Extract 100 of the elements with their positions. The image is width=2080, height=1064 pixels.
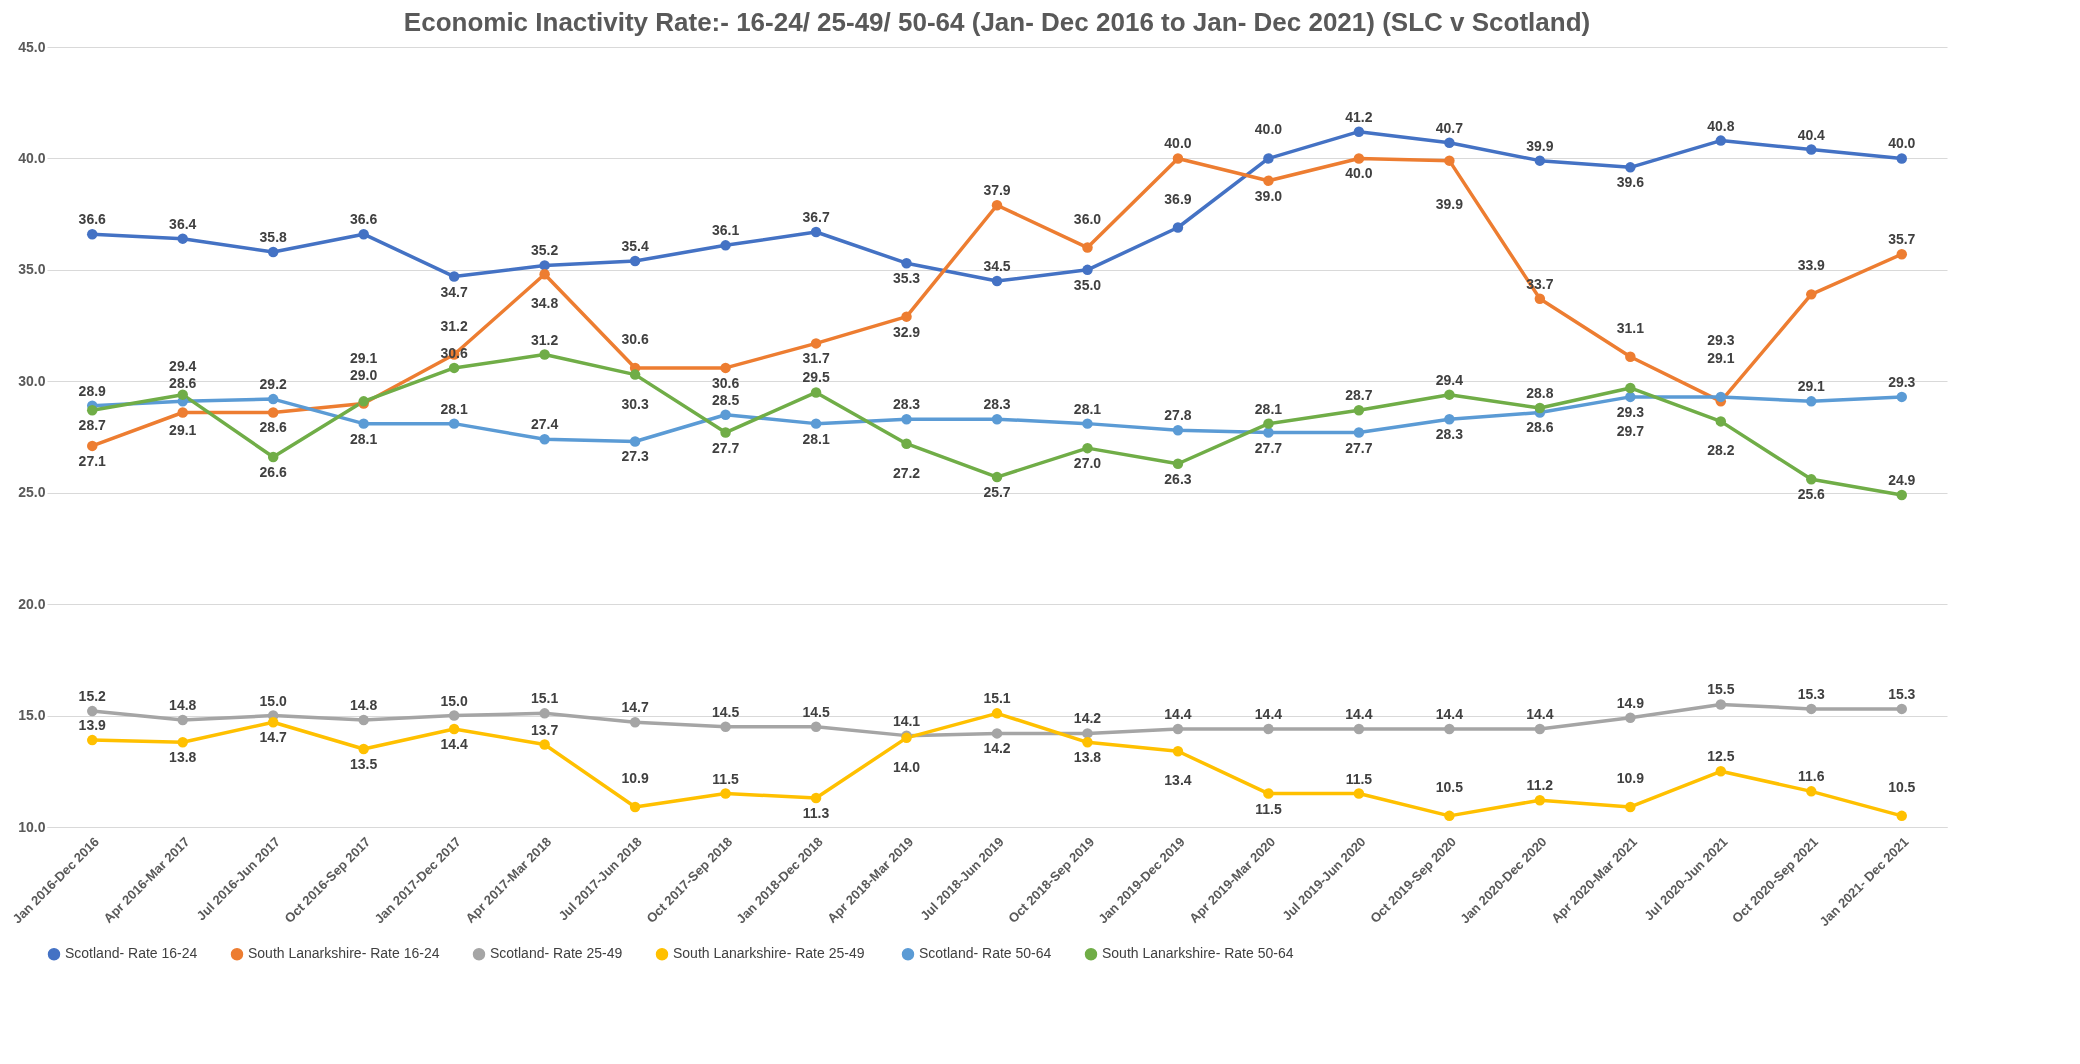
point: [1353, 126, 1365, 137]
point: [1353, 427, 1365, 438]
y-tick-label: 10.0: [18, 818, 46, 835]
data-label: 28.3: [892, 396, 921, 413]
data-label: 28.7: [1345, 387, 1373, 404]
data-label: 14.2: [983, 740, 1011, 757]
point: [1444, 137, 1455, 149]
point: [1172, 153, 1184, 164]
data-label: 29.1: [1797, 378, 1826, 395]
data-label: 15.5: [1707, 681, 1735, 698]
data-label: 12.5: [1707, 748, 1735, 765]
point: [358, 418, 369, 429]
data-label: 14.7: [621, 699, 649, 716]
data-label: 14.4: [1345, 705, 1373, 722]
point: [1263, 418, 1274, 429]
data-label: 35.2: [530, 242, 559, 259]
data-label: 31.2: [530, 331, 559, 348]
point: [991, 471, 1003, 483]
data-label: 29.4: [1435, 371, 1464, 388]
data-label: 29.4: [169, 357, 197, 374]
data-label: 11.5: [1345, 770, 1373, 787]
data-label: 28.1: [350, 430, 378, 447]
data-label: 36.6: [350, 211, 378, 228]
point: [1082, 728, 1093, 739]
data-label: 40.8: [1707, 117, 1735, 134]
data-label: 14.4: [440, 735, 468, 752]
data-label: 13.7: [530, 721, 559, 738]
data-label: 26.6: [259, 464, 288, 481]
data-label: 13.8: [169, 749, 197, 766]
data-label: 27.3: [621, 448, 649, 465]
data-label: 34.7: [440, 283, 468, 300]
point: [810, 792, 822, 804]
data-label: 30.3: [621, 395, 649, 412]
point: [1263, 788, 1274, 799]
data-label: 27.0: [1073, 455, 1102, 472]
point: [720, 721, 731, 732]
data-label: 39.6: [1616, 174, 1645, 191]
point: [1715, 416, 1727, 427]
point: [1806, 144, 1817, 155]
data-label: 35.0: [1073, 276, 1102, 293]
point: [1082, 242, 1093, 253]
point: [1806, 474, 1817, 485]
data-label: 28.7: [78, 417, 107, 434]
data-label: 15.1: [530, 690, 559, 707]
point: [1172, 723, 1184, 735]
point: [1715, 135, 1727, 146]
point: [720, 362, 731, 374]
point: [177, 233, 188, 244]
data-label: 37.9: [983, 182, 1011, 199]
data-label: 40.0: [1345, 165, 1373, 182]
data-label: 29.2: [259, 376, 288, 393]
data-label: 40.4: [1797, 126, 1826, 143]
point: [267, 717, 279, 728]
point: [1082, 418, 1093, 429]
data-label: 28.3: [983, 396, 1011, 413]
data-label: 27.7: [1345, 439, 1373, 456]
data-label: 10.9: [1616, 769, 1645, 786]
point: [1625, 391, 1636, 403]
data-label: 28.6: [1526, 419, 1554, 436]
point: [1444, 389, 1455, 400]
point: [1534, 293, 1546, 305]
data-label: 28.8: [1526, 385, 1554, 402]
data-label: 28.1: [802, 430, 830, 447]
point: [901, 438, 912, 449]
point: [1263, 723, 1274, 735]
data-label: 29.1: [1707, 350, 1735, 367]
y-tick-label: 40.0: [18, 149, 46, 166]
legend-label: South Lanarkshire- Rate 25-49: [673, 945, 865, 962]
legend-label: South Lanarkshire- Rate 50-64: [1102, 945, 1294, 962]
point: [358, 228, 369, 240]
point: [629, 717, 641, 728]
point: [810, 226, 822, 238]
data-label: 27.7: [1254, 439, 1283, 456]
data-label: 25.7: [983, 484, 1011, 501]
data-label: 36.1: [711, 222, 740, 239]
legend-label: South Lanarkshire- Rate 16-24: [248, 945, 440, 962]
data-label: 10.5: [1888, 778, 1916, 795]
data-label: 29.3: [1616, 403, 1645, 420]
data-label: 28.6: [169, 375, 197, 392]
data-label: 13.9: [78, 717, 107, 734]
point: [1896, 249, 1908, 260]
point: [629, 436, 641, 447]
data-label: 14.7: [259, 729, 288, 746]
point: [1534, 155, 1546, 166]
data-label: 35.7: [1888, 231, 1916, 248]
data-label: 27.7: [711, 439, 740, 456]
data-label: 15.0: [259, 692, 288, 709]
data-label: 10.9: [621, 769, 649, 786]
data-label: 28.5: [711, 391, 740, 408]
point: [1896, 391, 1908, 403]
data-label: 40.0: [1254, 121, 1283, 138]
data-label: 14.4: [1526, 705, 1554, 722]
data-label: 29.5: [802, 369, 830, 386]
point: [991, 708, 1003, 719]
point: [1263, 427, 1274, 438]
data-label: 40.0: [1164, 135, 1192, 152]
point: [720, 240, 731, 251]
point: [1806, 396, 1817, 407]
data-label: 30.6: [711, 374, 740, 391]
data-label: 26.3: [1164, 470, 1192, 487]
